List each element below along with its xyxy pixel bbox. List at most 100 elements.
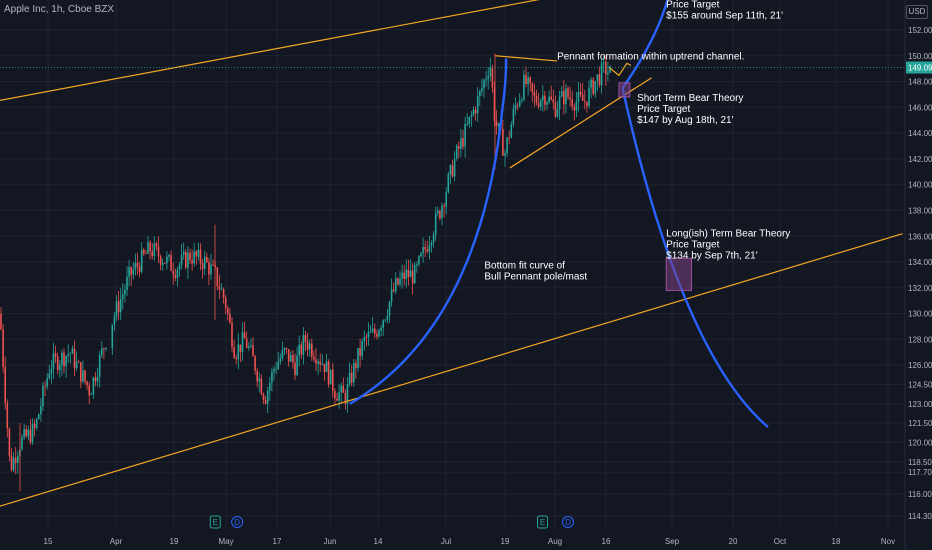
candle-body <box>413 264 416 284</box>
candle-body <box>56 356 59 371</box>
candle-body <box>466 123 468 125</box>
event-marker-d[interactable]: D <box>562 516 574 528</box>
candle-body <box>565 88 567 105</box>
candle-body <box>542 95 544 101</box>
candle-body <box>308 343 311 350</box>
candle-body <box>185 251 187 268</box>
currency-badge[interactable]: USD <box>906 5 928 19</box>
y-tick-label: 136.00 <box>908 232 932 241</box>
annotation-text: Pennant formation within uptrend channel… <box>557 52 744 63</box>
candle-body <box>485 79 487 81</box>
annotation-line: Price Target <box>637 104 690 115</box>
x-tick-label: 19 <box>170 537 179 546</box>
candle-body <box>201 263 204 269</box>
candle-body <box>46 378 48 387</box>
candle-body <box>411 270 414 284</box>
dividend-icon <box>231 516 244 528</box>
candle-body <box>489 67 492 77</box>
event-marker-d[interactable]: D <box>231 516 244 528</box>
candle-body <box>577 91 580 102</box>
candle-body <box>363 336 366 342</box>
candle-body <box>554 102 557 117</box>
candle-body <box>233 347 235 358</box>
candle-body <box>392 289 395 292</box>
candle-body <box>544 95 546 105</box>
candle-body <box>96 376 99 382</box>
candle-body <box>147 242 149 254</box>
dividend-icon <box>562 516 574 528</box>
candle-body <box>63 352 65 367</box>
candle-body <box>2 329 4 367</box>
candle-body <box>382 320 384 329</box>
candle-body <box>38 414 40 420</box>
candle-body <box>367 331 370 338</box>
candle-body <box>269 382 271 391</box>
candle-body <box>94 377 97 382</box>
candle-body <box>140 249 143 272</box>
y-tick-label: 117.70 <box>908 468 932 477</box>
y-tick-label: 114.30 <box>908 512 932 521</box>
candle-body <box>264 399 267 404</box>
annotation-line: $155 around Sep 11th, 21' <box>666 10 783 21</box>
candle-body <box>67 354 69 357</box>
candle-body <box>451 164 454 177</box>
candle-body <box>206 256 208 263</box>
candle-body <box>355 362 357 369</box>
symbol-title[interactable]: Apple Inc, 1h, Cboe BZX <box>4 4 115 15</box>
candle-body <box>86 381 88 386</box>
candle-body <box>586 101 588 107</box>
y-tick-label: 121.50 <box>908 419 932 428</box>
candle-body <box>298 344 300 356</box>
event-marker-label: E <box>213 518 218 527</box>
candle-body <box>44 385 46 387</box>
candle-body <box>0 313 2 330</box>
candle-body <box>560 90 563 97</box>
candle-body <box>275 368 277 370</box>
annotation-line: Bull Pennant pole/mast <box>484 271 587 282</box>
candle-body <box>117 301 120 313</box>
candle-body <box>334 390 336 399</box>
candle-body <box>420 253 422 257</box>
x-tick-label: 15 <box>44 537 53 546</box>
y-tick-label: 118.50 <box>908 458 932 467</box>
candle-body <box>155 243 158 247</box>
event-marker-e[interactable]: E <box>537 515 549 529</box>
candle-body <box>409 270 412 278</box>
candle-body <box>495 121 498 127</box>
candle-body <box>227 308 229 314</box>
candle-body <box>285 348 288 350</box>
event-marker-e[interactable]: E <box>209 515 221 529</box>
candle-body <box>172 270 174 275</box>
x-tick-label: Jul <box>441 537 451 546</box>
annotation-line: $134 by Sep 7th, 21' <box>666 250 758 261</box>
candle-body <box>533 92 536 97</box>
candle-body <box>403 272 405 279</box>
candle-body <box>508 137 510 139</box>
y-tick-label: 120.00 <box>908 439 932 448</box>
candle-body <box>193 251 195 264</box>
candle-body <box>266 390 269 404</box>
candle-body <box>596 74 599 81</box>
candle-body <box>336 398 338 401</box>
candle-body <box>430 242 433 246</box>
y-tick-label: 130.00 <box>908 310 932 319</box>
axes[interactable]: 152.00 150.00 148.00 146.00 144.00 142.00 140.… <box>44 0 932 550</box>
candle-body <box>10 455 13 470</box>
candle-body <box>329 369 332 385</box>
candle-body <box>119 298 122 313</box>
candle-body <box>82 370 84 382</box>
candle-body <box>287 349 290 362</box>
candle-body <box>73 348 76 369</box>
candle-body <box>208 262 210 275</box>
event-marker-label: D <box>565 518 571 527</box>
y-tick-label: 144.00 <box>908 129 932 138</box>
candle-body <box>187 252 189 268</box>
candle-body <box>422 246 424 254</box>
y-tick-label: 134.00 <box>908 258 932 267</box>
candle-body <box>338 392 340 401</box>
candle-body <box>573 106 576 111</box>
x-tick-label: Sep <box>665 537 680 546</box>
candle-body <box>35 419 38 428</box>
